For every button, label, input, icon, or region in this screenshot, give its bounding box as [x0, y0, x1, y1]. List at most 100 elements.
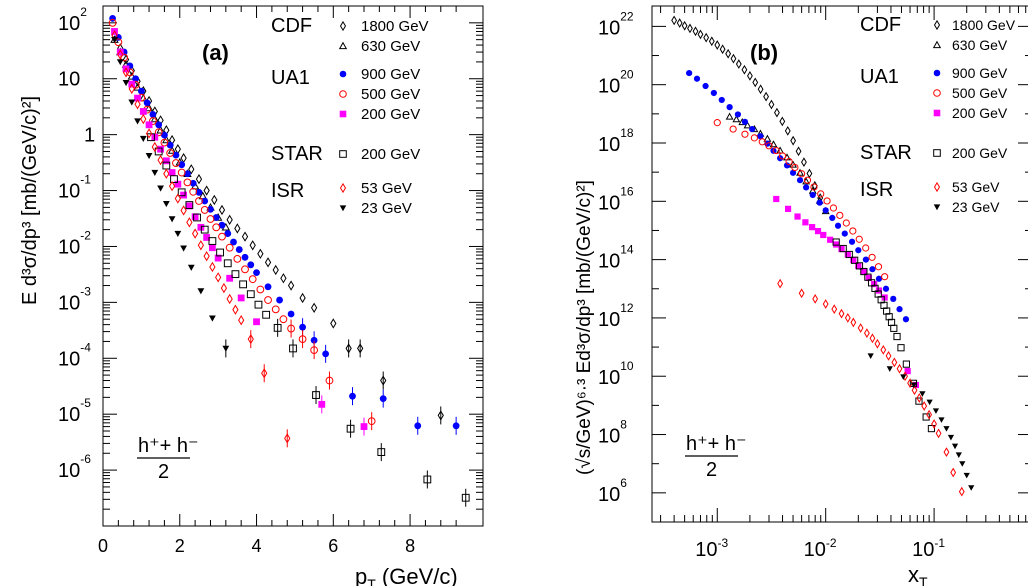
- panel-b-point-isr53: [916, 393, 923, 403]
- panel-a-point-isr23: [134, 118, 141, 125]
- panel-b-point-ua500: [750, 134, 758, 142]
- panel-b-point-ua200: [820, 231, 827, 239]
- panel-a-point-isr23: [157, 185, 164, 192]
- panel-a-point-ua200: [203, 234, 211, 241]
- panel-b-point-ua200: [871, 280, 878, 288]
- panel-a-point-ua500: [264, 296, 272, 304]
- panel-b-point-ua500: [778, 152, 787, 160]
- panel-b-point-cdf1800: [730, 53, 737, 64]
- panel-b-point-star200: [845, 250, 853, 259]
- panel-a-point-ua900: [299, 323, 306, 331]
- panel-a-point-ua500: [241, 265, 249, 274]
- panel-a-point-cdf1800: [272, 264, 279, 276]
- panel-b-point-isr53: [831, 304, 838, 315]
- panel-b-axes: 10-3 10-2 10-1 1022 1020 1018 1016 1014 1012 1010…: [598, 6, 1028, 561]
- panel-b-point-ua200: [865, 274, 872, 282]
- panel-b-point-ua900: [862, 256, 870, 263]
- panel-a-point-star200: [193, 213, 201, 222]
- panel-a-point-isr53: [232, 304, 239, 315]
- panel-a-legend-label-isr53: 53 GeV: [361, 180, 412, 197]
- panel-a-point-isr53: [203, 251, 210, 262]
- panel-a-point-isr23: [122, 79, 130, 87]
- panel-b-point-cdf1800: [714, 40, 721, 50]
- panel-a-point-ua900: [452, 422, 460, 430]
- panel-b-point-ua900: [783, 162, 791, 169]
- panel-b-point-ua200: [784, 205, 792, 212]
- panel-a-point-cdf630: [133, 82, 142, 91]
- panel-a-point-ua500: [200, 206, 209, 214]
- panel-a-point-ua200: [318, 400, 326, 408]
- panel-a-point-isr23: [116, 59, 124, 66]
- panel-a-y-tick-label: 102: [58, 5, 87, 35]
- panel-a-point-isr53: [226, 293, 233, 305]
- panel-a-point-ua900: [189, 179, 197, 187]
- panel-a-point-cdf1800: [280, 273, 287, 284]
- panel-a-formula: h⁺+ h⁻ 2: [137, 435, 199, 483]
- panel-b-point-ua200: [904, 367, 911, 375]
- panel-b-point-isr53: [863, 328, 870, 339]
- panel-b-point-ua500: [729, 125, 737, 133]
- panel-b-x-axis-label-main: x: [908, 562, 919, 586]
- panel-a-point-cdf1800: [257, 248, 264, 259]
- panel-a-point-ua900: [161, 131, 168, 139]
- panel-b-point-ua500: [862, 244, 870, 252]
- panel-b-point-ua900: [789, 169, 797, 176]
- panel-a-legend-marker-cdf1800: [339, 20, 347, 32]
- panel-a-point-cdf630: [156, 125, 165, 134]
- panel-a-point-ua900: [184, 170, 191, 178]
- panel-a-point-isr23: [145, 152, 153, 160]
- panel-b-legend-label-isr53: 53 GeV: [952, 179, 1000, 195]
- panel-b-point-star200: [832, 238, 840, 246]
- panel-b-point-ua900: [869, 266, 876, 273]
- panel-a-point-ua500: [298, 335, 307, 344]
- panel-a-point-cdf630: [144, 103, 154, 112]
- panel-b-point-cdf1800: [768, 99, 775, 110]
- panel-b-point-ua900: [855, 247, 862, 254]
- panel-b-point-ua900: [848, 238, 856, 245]
- panel-b-point-star200: [902, 360, 910, 368]
- panel-b-legend-marker-ua900: [933, 69, 941, 77]
- panel-a-point-ua900: [132, 75, 140, 83]
- panel-b-point-isr53: [885, 350, 892, 361]
- panel-b-point-ua900: [757, 133, 764, 140]
- panel-a-legend-marker-ua900: [339, 70, 347, 78]
- panel-a-point-star200: [461, 493, 470, 502]
- panel-b-point-isr53: [931, 419, 938, 429]
- panel-b-point-cdf1800: [735, 59, 742, 69]
- panel-b-y-tick-label: 1010: [598, 359, 634, 389]
- panel-a-legend-marker-star200: [339, 150, 347, 158]
- panel-a-legend-label-ua500: 500 GeV: [361, 86, 420, 103]
- panel-b-point-cdf1800: [687, 23, 693, 34]
- panel-a-point-ua500: [183, 178, 192, 187]
- panel-a-point-ua900: [207, 206, 214, 213]
- panel-b-point-star200: [883, 307, 891, 315]
- panel-b-point-isr23: [886, 366, 893, 372]
- panel-b-point-cdf630: [776, 146, 785, 154]
- panel-a-point-ua900: [224, 230, 232, 237]
- panel-b-point-cdf1800: [676, 18, 683, 28]
- panel-a-point-ua900: [322, 350, 330, 358]
- panel-b-y-tick-label: 1016: [598, 184, 634, 214]
- panel-a-x-tick-label: 8: [405, 536, 415, 556]
- panel-b-point-cdf1800: [763, 91, 769, 102]
- panel-b-y-tick-label: 1012: [598, 301, 634, 331]
- panel-b-x-tick-label: 10-3: [695, 536, 728, 561]
- panel-a-point-isr23: [162, 201, 170, 208]
- panel-b-point-ua500: [810, 183, 818, 191]
- panel-b-point-ua900: [702, 82, 709, 90]
- panel-a-point-star200: [273, 323, 282, 332]
- panel-b-point-isr23: [947, 434, 955, 441]
- panel-b-point-ua900: [890, 295, 897, 302]
- panel-b-point-ua900: [896, 306, 903, 313]
- panel-a-point-cdf1800: [357, 343, 364, 354]
- panel-a-point-isr53: [128, 83, 135, 94]
- panel-a-point-ua900: [155, 121, 163, 129]
- panel-b-point-cdf1800: [752, 77, 759, 88]
- panel-b-formula-numerator: h⁺+ h⁻: [686, 433, 747, 455]
- panel-b-point-ua900: [693, 75, 701, 82]
- panel-a-point-isr23: [174, 230, 182, 237]
- panel-a-point-star200: [377, 448, 386, 456]
- panel-a-point-star200: [254, 300, 263, 309]
- panel-b-point-ua500: [713, 119, 721, 127]
